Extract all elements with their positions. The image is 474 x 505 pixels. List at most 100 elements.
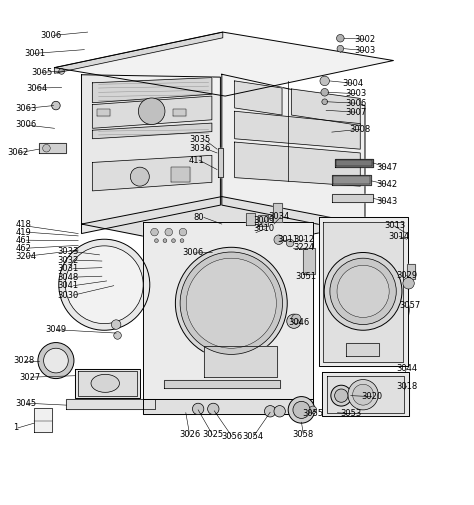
Polygon shape <box>82 75 220 233</box>
Circle shape <box>59 69 64 74</box>
Text: 3027: 3027 <box>19 373 40 382</box>
Polygon shape <box>258 215 268 226</box>
Text: 3006: 3006 <box>16 121 37 129</box>
Polygon shape <box>322 372 409 416</box>
Polygon shape <box>235 111 360 149</box>
Polygon shape <box>55 32 223 73</box>
Text: 3020: 3020 <box>361 392 383 401</box>
Circle shape <box>192 403 204 415</box>
Circle shape <box>213 226 230 243</box>
Polygon shape <box>333 176 370 184</box>
Polygon shape <box>39 142 66 153</box>
Polygon shape <box>273 203 282 222</box>
Polygon shape <box>34 408 52 432</box>
Text: 3030: 3030 <box>57 291 78 299</box>
Text: 3009: 3009 <box>254 216 275 225</box>
Text: 3047: 3047 <box>376 163 397 172</box>
Text: 3051: 3051 <box>295 272 316 281</box>
Polygon shape <box>235 81 282 115</box>
Circle shape <box>138 98 165 125</box>
Text: 3043: 3043 <box>376 197 397 206</box>
Text: 3006: 3006 <box>346 98 367 108</box>
Polygon shape <box>173 109 186 117</box>
Circle shape <box>155 239 158 242</box>
Text: 3008: 3008 <box>349 125 370 134</box>
Circle shape <box>321 88 328 96</box>
Polygon shape <box>335 159 373 167</box>
Polygon shape <box>346 342 379 356</box>
Text: 3013: 3013 <box>384 222 405 230</box>
Circle shape <box>38 342 74 379</box>
Text: 3049: 3049 <box>45 325 66 334</box>
Text: 3036: 3036 <box>190 144 211 153</box>
Text: 3064: 3064 <box>26 83 47 92</box>
Text: 3063: 3063 <box>16 104 37 113</box>
Text: 3028: 3028 <box>13 356 35 365</box>
Text: 3055: 3055 <box>302 409 323 418</box>
Text: 3065: 3065 <box>31 68 52 77</box>
Circle shape <box>403 278 414 289</box>
Polygon shape <box>75 369 140 398</box>
Text: 3058: 3058 <box>292 430 314 439</box>
Circle shape <box>348 380 378 410</box>
Polygon shape <box>97 109 110 117</box>
Text: 3014: 3014 <box>389 232 410 241</box>
Polygon shape <box>407 264 415 279</box>
Polygon shape <box>92 96 212 128</box>
Circle shape <box>65 246 143 324</box>
Text: 3025: 3025 <box>202 430 223 439</box>
Polygon shape <box>171 167 190 182</box>
Text: 80: 80 <box>193 213 204 222</box>
Text: 3035: 3035 <box>190 135 211 144</box>
Text: 3011: 3011 <box>278 235 299 244</box>
Polygon shape <box>204 346 277 377</box>
Text: 3042: 3042 <box>376 180 397 189</box>
Polygon shape <box>336 160 372 166</box>
Circle shape <box>337 34 344 42</box>
Circle shape <box>264 406 276 417</box>
Text: 3204: 3204 <box>16 252 37 261</box>
Circle shape <box>286 239 294 247</box>
Text: 3034: 3034 <box>269 213 290 222</box>
Text: 461: 461 <box>16 236 31 245</box>
Text: 3003: 3003 <box>354 46 375 55</box>
Text: 3003: 3003 <box>346 89 367 98</box>
Text: 3026: 3026 <box>179 430 201 439</box>
Polygon shape <box>332 194 373 203</box>
Circle shape <box>130 167 149 186</box>
Text: 3018: 3018 <box>396 382 418 391</box>
Circle shape <box>179 228 187 236</box>
Text: 462: 462 <box>16 244 31 252</box>
Polygon shape <box>303 248 315 274</box>
Text: 1: 1 <box>13 423 18 432</box>
Polygon shape <box>222 74 365 233</box>
Text: 3006: 3006 <box>182 248 204 258</box>
Circle shape <box>208 403 219 415</box>
Text: 3057: 3057 <box>400 301 421 310</box>
Circle shape <box>309 406 317 414</box>
Text: 3053: 3053 <box>340 409 362 418</box>
Text: 3012: 3012 <box>293 235 315 244</box>
Circle shape <box>52 102 60 110</box>
Text: 3045: 3045 <box>16 399 37 408</box>
Circle shape <box>337 265 389 318</box>
Text: 3054: 3054 <box>242 432 264 441</box>
Polygon shape <box>327 376 404 413</box>
Circle shape <box>292 314 301 324</box>
Circle shape <box>151 228 158 236</box>
Text: 3007: 3007 <box>346 108 367 117</box>
Text: 3001: 3001 <box>25 49 46 58</box>
Text: 3010: 3010 <box>254 224 275 233</box>
Polygon shape <box>92 156 212 191</box>
Text: 419: 419 <box>16 228 31 237</box>
Circle shape <box>330 258 396 325</box>
Polygon shape <box>246 213 255 225</box>
Text: 3224: 3224 <box>293 243 315 252</box>
Polygon shape <box>319 217 408 366</box>
Circle shape <box>287 314 301 328</box>
Polygon shape <box>82 196 365 251</box>
Text: 3032: 3032 <box>57 256 78 265</box>
Text: 3033: 3033 <box>57 247 78 256</box>
Circle shape <box>322 99 328 105</box>
Circle shape <box>172 239 175 242</box>
